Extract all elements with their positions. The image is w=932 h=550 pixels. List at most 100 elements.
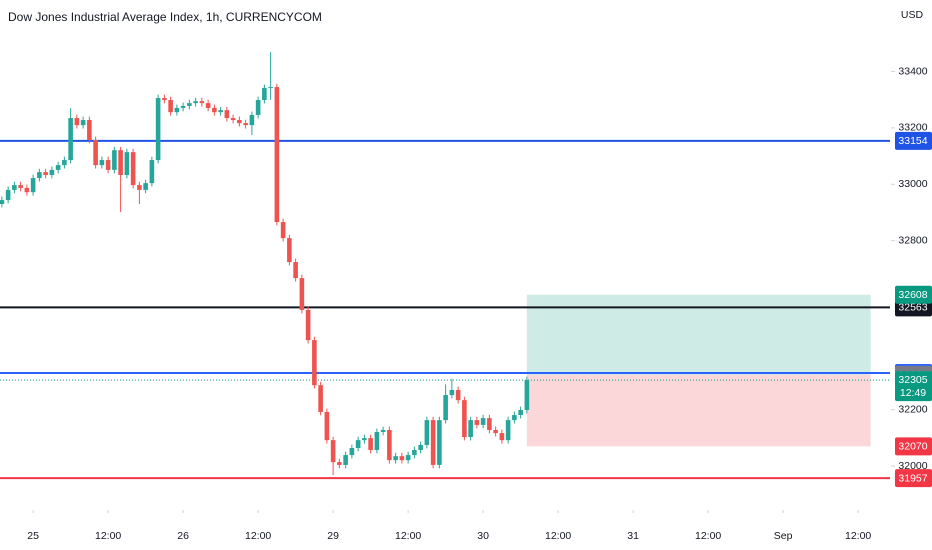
y-tick-label: 33200 (898, 122, 927, 134)
candle-body (62, 160, 67, 166)
plot (0, 52, 890, 480)
y-tick-label: 32800 (898, 234, 927, 246)
candle-body (224, 110, 230, 119)
x-tick-label: 12:00 (95, 530, 121, 542)
candle-body (280, 222, 286, 239)
candle-body (230, 118, 236, 121)
candle-body (124, 152, 130, 175)
x-tick-label: 29 (327, 530, 339, 542)
x-tick-label: 12:00 (395, 530, 421, 542)
candle-body (330, 440, 336, 463)
candle-body (337, 462, 342, 465)
candle-body (518, 409, 523, 416)
candle-body (162, 98, 167, 101)
x-tick-label: 12:00 (845, 530, 871, 542)
candle-body (18, 185, 23, 188)
last-price-tag (895, 371, 932, 402)
candle-body (37, 172, 42, 179)
candle-body (312, 340, 317, 386)
candle-body (399, 456, 405, 461)
loss-zone (526, 374, 871, 447)
candle-body (374, 431, 380, 450)
candle-body (349, 448, 355, 456)
candle-body (205, 103, 211, 108)
candle-body (30, 178, 36, 193)
price-tag (895, 131, 932, 150)
y-tick-label: 32000 (898, 460, 927, 472)
candle-body (43, 172, 48, 175)
candle-body (493, 429, 498, 434)
candle-body (418, 444, 423, 450)
price-tag (895, 469, 932, 488)
candle-body (268, 87, 273, 89)
candle-body (255, 100, 261, 115)
candle-body (405, 455, 411, 461)
candle-body (93, 140, 98, 166)
candle-body (455, 389, 461, 401)
candle-body (212, 107, 217, 113)
candle-body (499, 433, 505, 441)
candle-body (218, 110, 223, 113)
candle-body (5, 189, 11, 201)
candle-body (180, 105, 186, 108)
countdown: 12:49 (900, 387, 926, 399)
candle-body (287, 238, 292, 263)
y-tick-label: 32200 (898, 403, 927, 415)
candle-body (149, 160, 155, 184)
candle-body (424, 420, 430, 445)
candle-body (0, 200, 5, 204)
candle-body (137, 185, 142, 190)
x-tick-label: 30 (477, 530, 489, 542)
candle-body (99, 160, 105, 166)
candle-body (430, 420, 436, 465)
candle-body (105, 160, 111, 170)
candle-body (305, 309, 311, 341)
candle-body (318, 385, 323, 412)
candle-body (74, 118, 80, 126)
candle-body (87, 120, 92, 141)
candle-body (468, 420, 473, 438)
candle-body (512, 415, 517, 421)
price-tag-label: 32070 (898, 441, 927, 453)
candle-body (155, 98, 161, 161)
candle-body (24, 187, 30, 193)
candle-body (130, 152, 136, 186)
candle-body (362, 438, 367, 441)
candle-body (49, 169, 55, 175)
candle-body (262, 87, 267, 101)
candle-body (487, 418, 492, 430)
currency: USD (901, 9, 924, 21)
candle-body (412, 449, 417, 456)
candle-body (462, 400, 467, 438)
candle-body (249, 114, 255, 126)
candle-body (393, 456, 398, 461)
price-tag (895, 437, 932, 456)
y-tick-label: 33400 (898, 65, 927, 77)
candle-body (187, 103, 192, 106)
candle-body (524, 380, 530, 410)
x-tick-label: 26 (177, 530, 189, 542)
candle-body (387, 429, 392, 461)
candle-body (343, 455, 348, 465)
candle-body (118, 150, 123, 175)
price-tag-label: 31957 (898, 472, 927, 484)
candle-body (168, 100, 173, 113)
candle-body (443, 395, 448, 421)
candle-body (143, 183, 148, 190)
candle-body (380, 429, 386, 432)
x-tick-label: 12:00 (245, 530, 271, 542)
x-tick-label: Sep (774, 530, 793, 542)
candle-body (12, 185, 17, 190)
candle-body (480, 418, 486, 425)
candle-body (324, 411, 330, 441)
x-tick-label: 12:00 (545, 530, 571, 542)
chart-title: Dow Jones Industrial Average Index, 1h, … (8, 10, 322, 24)
candle-body (68, 118, 73, 161)
candle-body (449, 389, 455, 396)
candle-body (174, 107, 180, 113)
x-tick-label: 31 (627, 530, 639, 542)
price-tag-label: 33154 (898, 135, 927, 147)
price-tag-label: 32563 (898, 302, 927, 314)
